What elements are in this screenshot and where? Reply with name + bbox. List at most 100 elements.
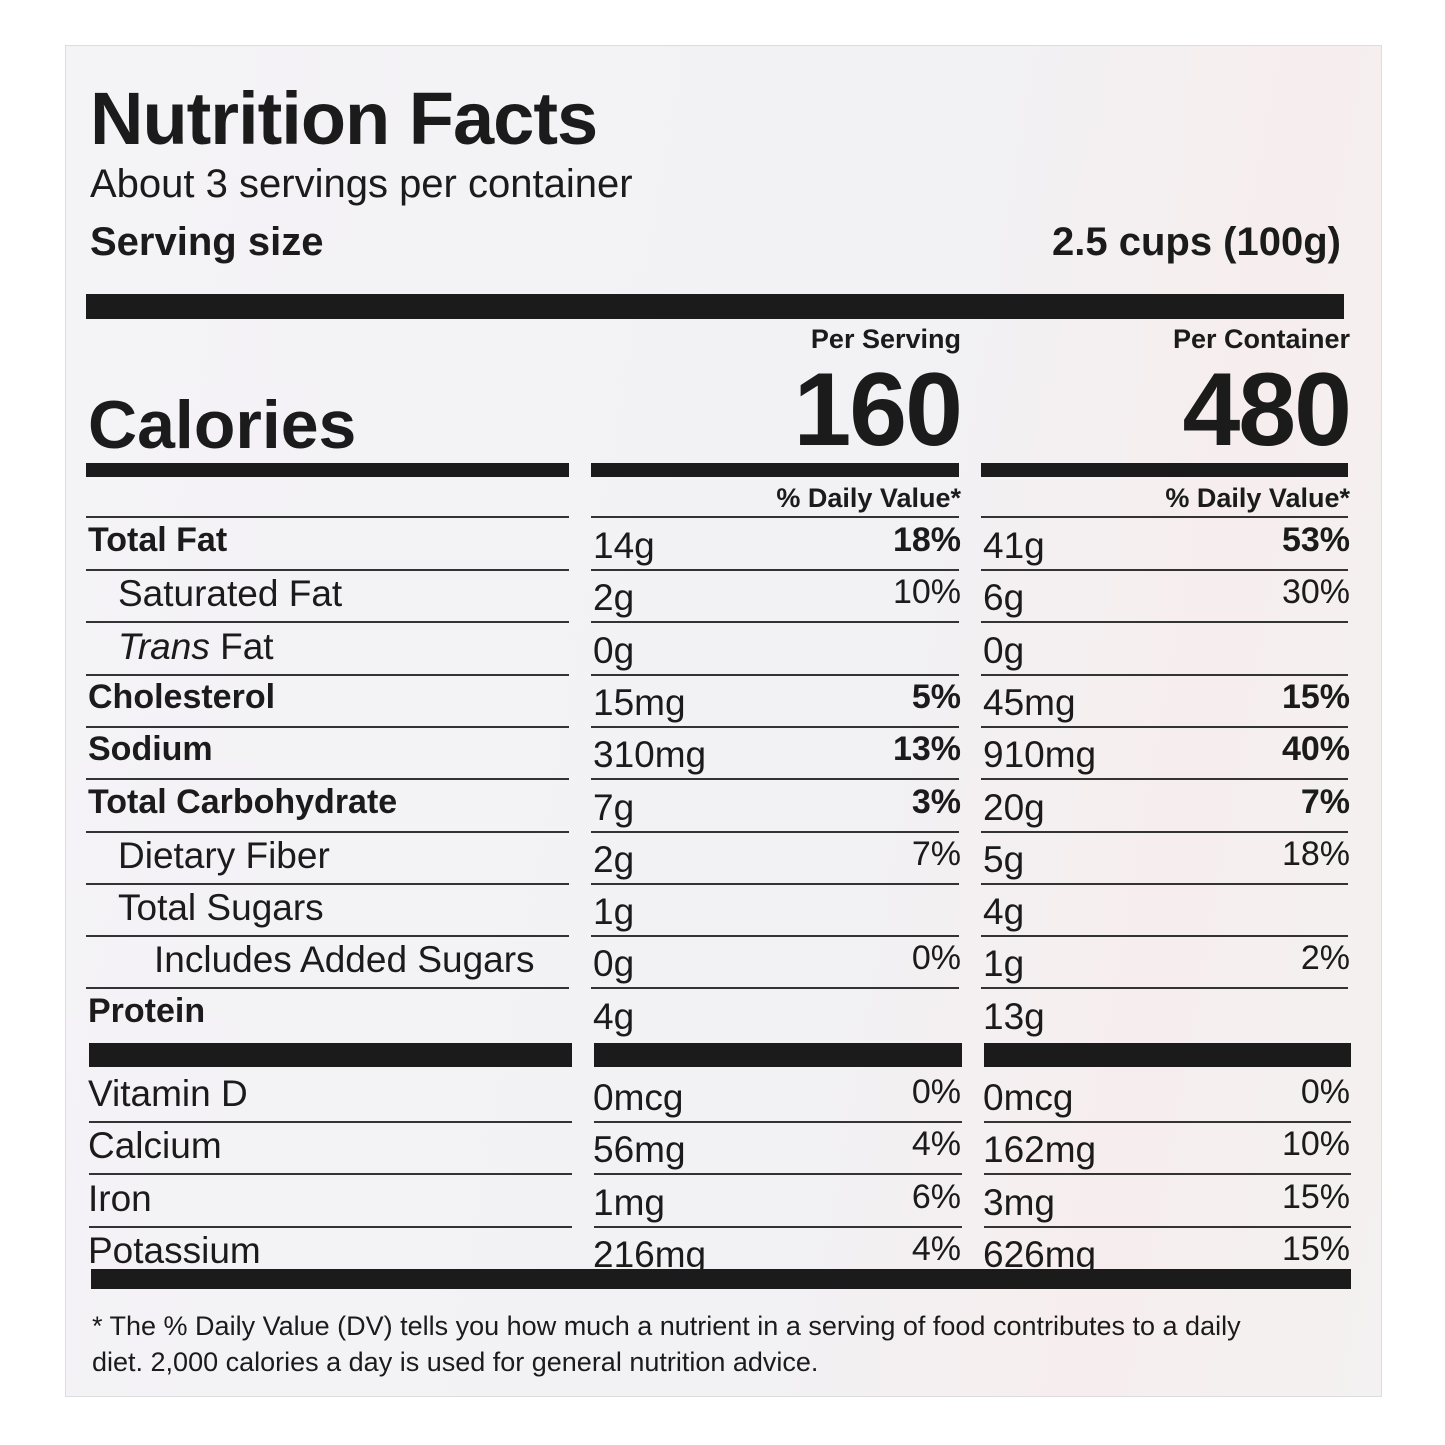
nutrient-name: Potassium <box>88 1230 261 1272</box>
amount: 2g <box>593 838 635 880</box>
amount: 7g <box>593 786 635 828</box>
thick-bar <box>86 294 1344 319</box>
amount: 6g <box>983 577 1025 619</box>
calories-bar <box>86 463 569 477</box>
amount: 13g <box>983 995 1045 1037</box>
daily-value: 0% <box>1300 1073 1350 1111</box>
amount: 5g <box>983 838 1025 880</box>
nutrient-name: Total Fat <box>88 521 227 560</box>
row-rule <box>86 516 569 518</box>
nutrient-name-text: Calcium <box>88 1125 222 1167</box>
amount: 2g <box>593 577 635 619</box>
calories-bar <box>981 463 1348 477</box>
row-rule <box>594 1173 962 1176</box>
amount: 310mg <box>593 734 707 776</box>
nutrient-name-text: Saturated Fat <box>118 573 343 615</box>
daily-value: 13% <box>892 730 961 769</box>
amount: 4g <box>983 891 1025 933</box>
amount: 910mg <box>983 734 1097 776</box>
nutrient-name: Includes Added Sugars <box>154 939 535 981</box>
nutrient-name-text: Vitamin D <box>88 1073 248 1114</box>
nutrient-name-text: Iron <box>88 1177 152 1219</box>
row-rule <box>981 935 1348 938</box>
daily-value: 4% <box>911 1229 961 1268</box>
row-rule <box>86 778 569 781</box>
row-rule <box>591 673 959 676</box>
amount: 1mg <box>593 1181 665 1223</box>
calories-bar <box>591 463 959 477</box>
row-rule <box>981 673 1348 676</box>
calories-label: Calories <box>88 387 357 463</box>
amount: 1g <box>983 943 1025 985</box>
nutrient-name: Dietary Fiber <box>118 835 330 877</box>
row-rule <box>981 882 1348 885</box>
nutrient-name: Cholesterol <box>88 678 275 717</box>
nutrient-name: Iron <box>88 1178 152 1220</box>
daily-value: 53% <box>1281 521 1350 559</box>
nutrient-name: Sodium <box>88 730 213 769</box>
title: Nutrition Facts <box>90 77 598 160</box>
row-rule <box>591 516 959 518</box>
daily-value: 15% <box>1281 1177 1350 1216</box>
row-rule <box>86 935 569 938</box>
nutrient-name: Total Carbohydrate <box>88 783 397 822</box>
nutrient-name: Protein <box>88 992 205 1031</box>
row-rule <box>984 1173 1351 1176</box>
nutrient-name-text: Fat <box>220 625 274 667</box>
label-panel: Nutrition Facts About 3 servings per con… <box>65 45 1382 1397</box>
dv-heading: % Daily Value* <box>1165 483 1350 513</box>
daily-value: 7% <box>911 834 961 873</box>
calories-value: 160 <box>793 352 963 468</box>
serving-size-label: Serving size <box>90 220 324 264</box>
daily-value: 0% <box>911 1073 961 1111</box>
row-rule <box>591 830 959 833</box>
amount: 162mg <box>983 1129 1097 1171</box>
footnote: * The % Daily Value (DV) tells you how m… <box>92 1311 1241 1377</box>
calories-value: 480 <box>1182 352 1352 468</box>
daily-value: 0% <box>911 939 961 978</box>
amount: 3mg <box>983 1181 1055 1223</box>
daily-value: 15% <box>1281 677 1350 716</box>
nutrient-name-text: Dietary Fiber <box>118 834 330 876</box>
daily-value: 40% <box>1281 730 1350 769</box>
row-rule <box>984 1225 1351 1228</box>
nutrient-name-text: Cholesterol <box>88 677 276 716</box>
daily-value: 5% <box>911 677 961 716</box>
row-rule <box>86 621 569 624</box>
row-rule <box>591 725 959 728</box>
nutrient-name: Trans Fat <box>118 626 274 668</box>
row-rule <box>86 569 569 571</box>
nutrient-name-text: Total Sugars <box>118 887 324 929</box>
row-rule <box>591 778 959 781</box>
nutrient-name-text: Total Fat <box>88 521 228 559</box>
row-rule <box>981 778 1348 781</box>
servings: About 3 servings per container <box>90 162 633 206</box>
amount: 14g <box>593 525 655 566</box>
row-rule <box>981 987 1348 990</box>
daily-value: 10% <box>892 573 961 612</box>
daily-value: 4% <box>911 1125 961 1164</box>
amount: 216mg <box>593 1233 707 1275</box>
nutrient-name-text: Sodium <box>88 730 213 769</box>
dv-heading: % Daily Value* <box>776 483 961 513</box>
row-rule <box>591 569 959 571</box>
row-rule <box>591 882 959 885</box>
daily-value: 3% <box>911 782 961 821</box>
section-bar <box>89 1043 572 1067</box>
nutrient-name: Total Sugars <box>118 887 324 929</box>
row-rule <box>594 1121 962 1123</box>
nutrient-name: Calcium <box>88 1125 222 1167</box>
amount: 15mg <box>593 681 686 723</box>
amount: 4g <box>593 995 635 1037</box>
row-rule <box>981 516 1348 518</box>
bottom-bar <box>91 1269 1351 1289</box>
nutrient-name-text: Potassium <box>88 1229 261 1271</box>
section-bar <box>984 1043 1351 1067</box>
row-rule <box>981 569 1348 571</box>
row-rule <box>89 1225 572 1228</box>
amount: 1g <box>593 891 635 933</box>
row-rule <box>981 725 1348 728</box>
amount: 626mg <box>983 1233 1097 1275</box>
amount: 41g <box>983 525 1045 566</box>
